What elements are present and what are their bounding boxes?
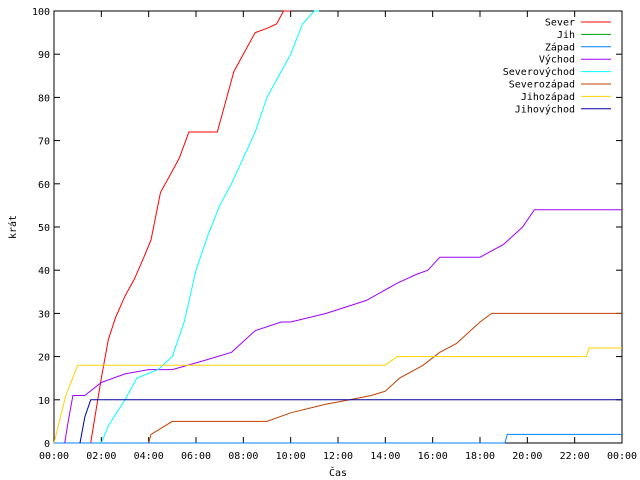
series-line-0 <box>90 10 291 444</box>
legend-label: Jihozápad <box>521 91 575 103</box>
series-line-7 <box>79 399 622 444</box>
x-tick-label: 00:00 <box>607 451 637 462</box>
y-tick-label: 60 <box>38 180 50 191</box>
legend-label: Sever <box>545 18 575 29</box>
x-tick-label: 00:00 <box>39 451 69 462</box>
x-tick-label: 08:00 <box>228 451 258 462</box>
y-tick-label: 100 <box>32 7 50 18</box>
legend: SeverJihZápadVýchodSeverovýchodSeverozáp… <box>503 18 611 115</box>
series-line-4 <box>100 10 320 444</box>
x-tick-label: 02:00 <box>86 451 116 462</box>
x-tick-label: 04:00 <box>134 451 164 462</box>
legend-label: Jih <box>557 30 575 41</box>
x-tick-label: 06:00 <box>181 451 211 462</box>
y-tick-label: 90 <box>38 50 50 61</box>
legend-label: Západ <box>545 41 575 53</box>
y-tick-label: 50 <box>38 223 50 234</box>
x-tick-label: 18:00 <box>465 451 495 462</box>
y-tick-label: 0 <box>44 439 50 450</box>
x-tick-label: 10:00 <box>276 451 306 462</box>
legend-label: Severozápad <box>509 79 575 91</box>
x-tick-label: 20:00 <box>512 451 542 462</box>
series-line-3 <box>64 209 622 444</box>
series-line-5 <box>148 312 622 444</box>
y-tick-label: 10 <box>38 396 50 407</box>
y-tick-label: 40 <box>38 266 50 277</box>
legend-label: Severovýchod <box>503 66 575 78</box>
series-layer <box>53 10 622 444</box>
legend-label: Jihovýchod <box>515 103 575 115</box>
x-tick-label: 14:00 <box>370 451 400 462</box>
y-tick-label: 80 <box>38 93 50 104</box>
y-tick-label: 20 <box>38 353 50 364</box>
x-axis-title: Čas <box>329 466 347 479</box>
y-tick-label: 70 <box>38 137 50 148</box>
y-tick-label: 30 <box>38 309 50 320</box>
y-axis-title: krát <box>7 215 19 239</box>
series-line-2 <box>54 433 622 444</box>
series-line-6 <box>53 347 622 444</box>
ticks: 00:00 02:00 04:00 06:00 08:00 10:00 12:00 14:00… <box>32 7 637 462</box>
x-tick-label: 16:00 <box>418 451 448 462</box>
x-tick-label: 12:00 <box>323 451 353 462</box>
legend-label: Východ <box>539 54 575 66</box>
x-tick-label: 22:00 <box>560 451 590 462</box>
